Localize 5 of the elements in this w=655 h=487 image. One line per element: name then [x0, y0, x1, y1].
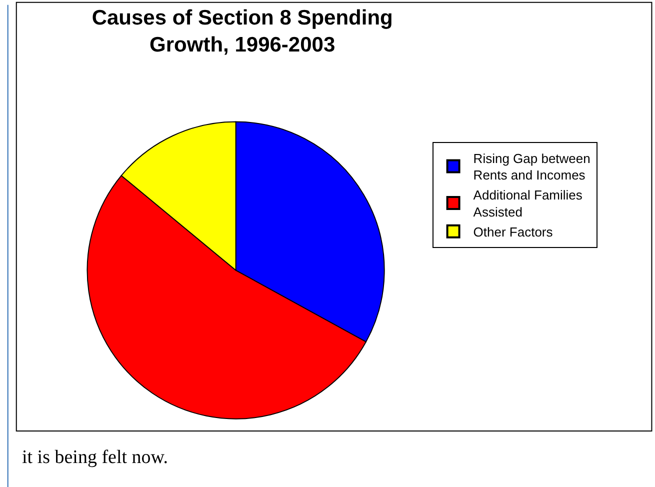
text: it is being felt now.: [22, 447, 168, 468]
legend-label: Other Factors: [473, 224, 554, 240]
legend-label: Additional Families Assisted: [473, 188, 583, 220]
legend-label: Rising Gap between Rents and Incomes: [473, 150, 590, 183]
chart-title: Causes of Section 8 Spending Growth, 1996-2003: [92, 6, 393, 57]
